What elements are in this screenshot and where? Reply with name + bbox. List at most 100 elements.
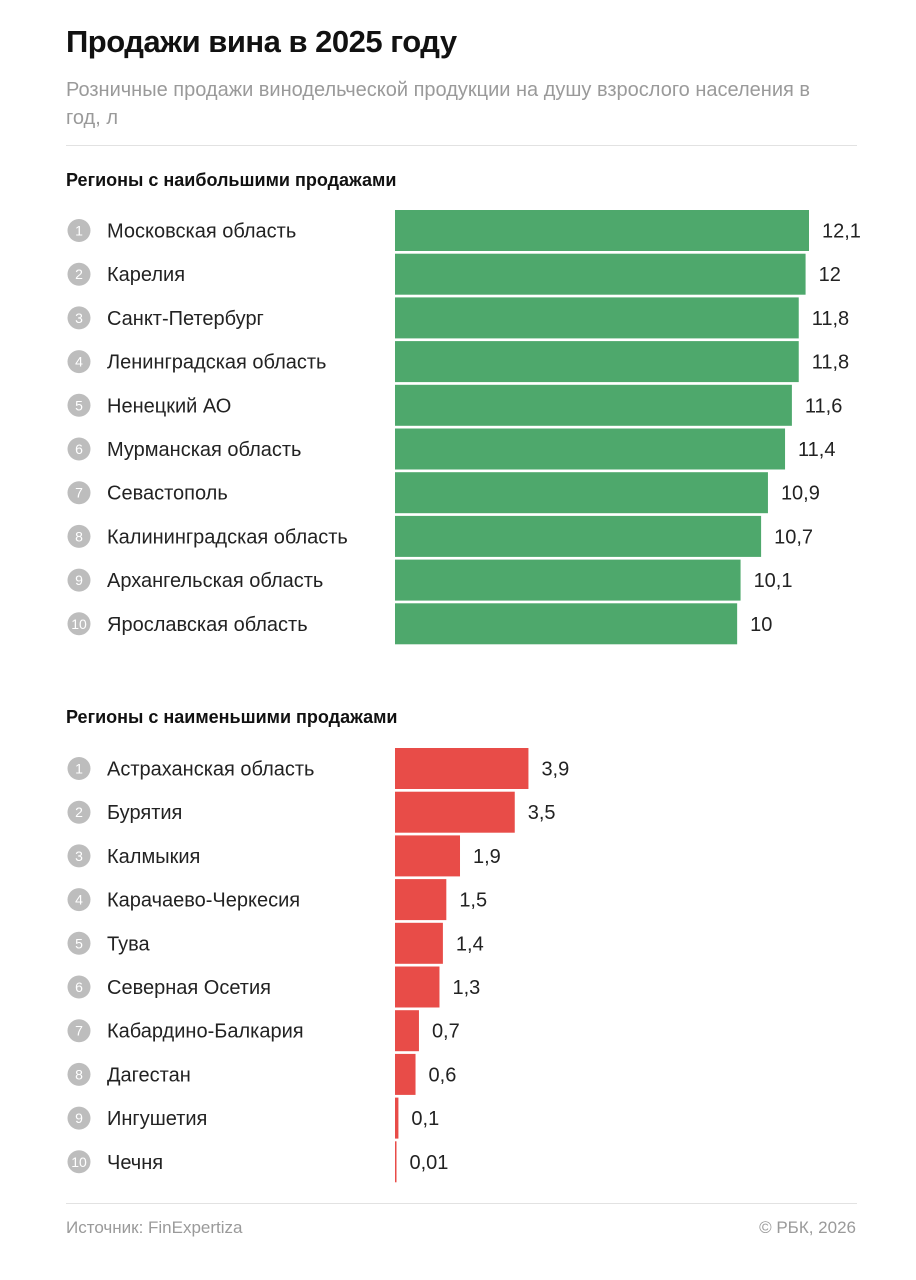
bar bbox=[395, 835, 461, 877]
category-label: Астраханская область bbox=[107, 759, 314, 781]
bar bbox=[395, 515, 762, 557]
rank-badge bbox=[67, 262, 91, 286]
rank-number: 7 bbox=[75, 1023, 83, 1039]
rank-number: 5 bbox=[75, 397, 83, 413]
source-note: Источник: FinExpertiza bbox=[66, 1218, 243, 1237]
rank-number: 5 bbox=[75, 935, 83, 951]
copyright: © РБК, 2026 bbox=[759, 1218, 856, 1237]
divider-bottom bbox=[66, 1203, 857, 1204]
rank-badge bbox=[67, 306, 91, 330]
rank-number: 8 bbox=[75, 528, 83, 544]
category-label: Карачаево-Черкесия bbox=[107, 890, 300, 912]
rank-badge bbox=[67, 1106, 91, 1130]
bar bbox=[395, 384, 792, 426]
category-label: Калининградская область bbox=[107, 526, 348, 548]
category-label: Ярославская область bbox=[107, 614, 308, 636]
bar bbox=[395, 253, 806, 295]
rank-badge bbox=[67, 393, 91, 417]
category-label: Кабардино-Балкария bbox=[107, 1021, 304, 1043]
page-title: Продажи вина в 2025 году bbox=[66, 24, 457, 59]
value-label: 12 bbox=[819, 264, 841, 286]
rank-number: 3 bbox=[75, 848, 83, 864]
value-label: 0,1 bbox=[411, 1108, 439, 1130]
bar bbox=[395, 428, 786, 470]
divider-top bbox=[66, 145, 857, 146]
rank-number: 1 bbox=[75, 761, 83, 777]
category-label: Московская область bbox=[107, 221, 296, 243]
bar bbox=[395, 210, 809, 251]
value-label: 0,7 bbox=[432, 1021, 460, 1043]
section-title-bottom: Регионы с наименьшими продажами bbox=[66, 707, 398, 727]
rank-number: 10 bbox=[71, 1154, 87, 1170]
bar bbox=[395, 748, 529, 789]
value-label: 10 bbox=[750, 614, 772, 636]
value-label: 1,3 bbox=[452, 977, 480, 999]
rank-number: 9 bbox=[75, 572, 83, 588]
value-label: 12,1 bbox=[822, 221, 861, 243]
bar bbox=[395, 559, 741, 601]
value-label: 3,5 bbox=[528, 802, 556, 824]
rank-badge bbox=[67, 437, 91, 461]
value-label: 0,01 bbox=[410, 1152, 449, 1174]
rank-badge bbox=[67, 931, 91, 955]
bar bbox=[395, 922, 443, 964]
section-title-top: Регионы с наибольшими продажами bbox=[66, 170, 397, 190]
category-label: Ингушетия bbox=[107, 1108, 207, 1130]
category-label: Севастополь bbox=[107, 483, 228, 505]
rank-badge bbox=[67, 800, 91, 824]
rank-badge bbox=[67, 612, 91, 636]
category-label: Калмыкия bbox=[107, 846, 200, 868]
category-label: Бурятия bbox=[107, 802, 182, 824]
bar bbox=[395, 603, 738, 645]
bar bbox=[395, 1097, 399, 1139]
value-label: 3,9 bbox=[541, 759, 569, 781]
value-label: 0,6 bbox=[429, 1064, 457, 1086]
rank-number: 3 bbox=[75, 310, 83, 326]
rank-badge bbox=[67, 844, 91, 868]
rank-number: 10 bbox=[71, 616, 87, 632]
category-label: Архангельская область bbox=[107, 570, 323, 592]
rank-badge bbox=[67, 1150, 91, 1174]
rank-number: 7 bbox=[75, 485, 83, 501]
bar bbox=[395, 791, 515, 833]
rank-badge bbox=[67, 524, 91, 548]
category-label: Дагестан bbox=[107, 1064, 191, 1086]
category-label: Санкт-Петербург bbox=[107, 308, 264, 330]
rank-number: 4 bbox=[75, 892, 83, 908]
value-label: 1,9 bbox=[473, 846, 501, 868]
value-label: 11,6 bbox=[805, 395, 842, 417]
category-label: Тува bbox=[107, 933, 150, 955]
rank-badge bbox=[67, 1062, 91, 1086]
bar bbox=[395, 966, 440, 1008]
bar bbox=[395, 1141, 397, 1183]
category-label: Мурманская область bbox=[107, 439, 301, 461]
rank-badge bbox=[67, 888, 91, 912]
rank-badge bbox=[67, 481, 91, 505]
rank-number: 1 bbox=[75, 223, 83, 239]
category-label: Северная Осетия bbox=[107, 977, 271, 999]
category-label: Ленинградская область bbox=[107, 352, 326, 374]
rank-number: 6 bbox=[75, 979, 83, 995]
category-label: Карелия bbox=[107, 264, 185, 286]
value-label: 11,8 bbox=[812, 308, 849, 330]
rank-number: 9 bbox=[75, 1110, 83, 1126]
subtitle: Розничные продажи винодельческой продукц… bbox=[66, 79, 811, 129]
rank-number: 4 bbox=[75, 354, 83, 370]
rank-number: 2 bbox=[75, 804, 83, 820]
bar bbox=[395, 297, 799, 339]
value-label: 1,5 bbox=[459, 890, 487, 912]
rank-badge bbox=[67, 219, 91, 242]
bar bbox=[395, 341, 799, 383]
rank-badge bbox=[67, 568, 91, 592]
value-label: 11,4 bbox=[798, 439, 835, 461]
category-label: Ненецкий АО bbox=[107, 395, 231, 417]
bar bbox=[395, 1053, 416, 1095]
rank-number: 8 bbox=[75, 1066, 83, 1082]
rank-number: 2 bbox=[75, 266, 83, 282]
rank-badge bbox=[67, 1019, 91, 1043]
rank-number: 6 bbox=[75, 441, 83, 457]
value-label: 11,8 bbox=[812, 352, 849, 374]
bar bbox=[395, 472, 768, 514]
